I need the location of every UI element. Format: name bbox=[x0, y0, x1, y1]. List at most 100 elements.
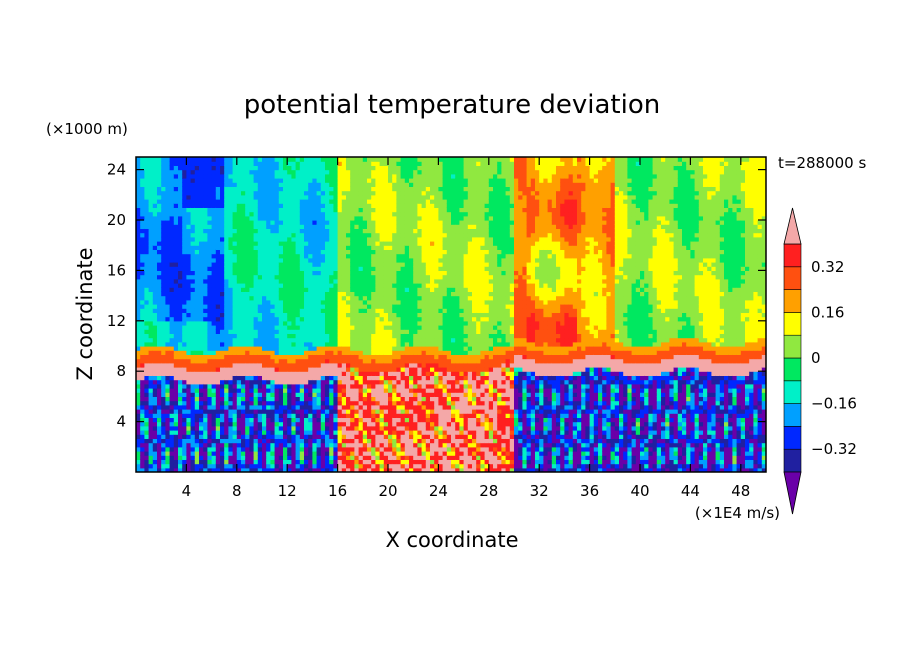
heatmap-cell bbox=[270, 257, 276, 263]
heatmap-cell bbox=[295, 161, 301, 166]
heatmap-cell bbox=[140, 379, 145, 385]
heatmap-cell bbox=[409, 400, 414, 406]
heatmap-cell bbox=[249, 430, 255, 435]
heatmap-cell bbox=[165, 383, 171, 389]
heatmap-cell bbox=[253, 232, 259, 238]
heatmap-cell bbox=[299, 413, 305, 418]
heatmap-cell bbox=[392, 203, 397, 208]
heatmap-cell bbox=[388, 388, 393, 393]
heatmap-cell bbox=[383, 379, 389, 385]
heatmap-cell bbox=[220, 253, 225, 259]
heatmap-cell bbox=[228, 312, 234, 318]
heatmap-cell bbox=[299, 257, 305, 263]
heatmap-cell bbox=[232, 425, 238, 431]
heatmap-cell bbox=[346, 329, 351, 334]
heatmap-cell bbox=[152, 425, 158, 431]
heatmap-cell bbox=[404, 257, 410, 263]
heatmap-cell bbox=[266, 430, 271, 435]
heatmap-cell bbox=[236, 165, 242, 171]
heatmap-cell bbox=[169, 283, 175, 288]
heatmap-cell bbox=[266, 371, 271, 376]
heatmap-cell bbox=[190, 400, 196, 406]
heatmap-cell bbox=[388, 350, 393, 355]
heatmap-cell bbox=[178, 274, 183, 280]
heatmap-cell bbox=[287, 383, 292, 389]
heatmap-cell bbox=[169, 278, 175, 284]
heatmap-cell bbox=[396, 371, 402, 376]
heatmap-cell bbox=[371, 245, 376, 250]
heatmap-cell bbox=[257, 249, 263, 255]
heatmap-cell bbox=[228, 341, 234, 347]
heatmap-cell bbox=[228, 320, 234, 326]
heatmap-cell bbox=[404, 337, 410, 343]
heatmap-cell bbox=[358, 346, 364, 351]
heatmap-cell bbox=[278, 262, 284, 267]
heatmap-cell bbox=[388, 190, 393, 196]
heatmap-cell bbox=[409, 455, 414, 460]
heatmap-cell bbox=[270, 442, 276, 448]
heatmap-cell bbox=[152, 274, 158, 280]
heatmap-cell bbox=[409, 467, 414, 472]
heatmap-cell bbox=[329, 215, 334, 221]
heatmap-cell bbox=[157, 270, 162, 276]
heatmap-cell bbox=[320, 425, 326, 431]
heatmap-cell bbox=[400, 283, 406, 288]
heatmap-cell bbox=[367, 467, 372, 472]
heatmap-cell bbox=[358, 295, 364, 301]
heatmap-cell bbox=[144, 232, 150, 238]
heatmap-cell bbox=[278, 455, 284, 460]
heatmap-cell bbox=[375, 404, 381, 410]
heatmap-cell bbox=[295, 316, 301, 322]
heatmap-cell bbox=[295, 249, 301, 255]
heatmap-cell bbox=[337, 266, 343, 271]
heatmap-cell bbox=[362, 207, 368, 213]
heatmap-cell bbox=[367, 287, 372, 292]
heatmap-cell bbox=[169, 354, 175, 360]
heatmap-cell bbox=[144, 211, 150, 217]
heatmap-cell bbox=[144, 325, 150, 330]
heatmap-cell bbox=[236, 350, 242, 355]
heatmap-cell bbox=[148, 325, 154, 330]
heatmap-cell bbox=[257, 417, 263, 423]
heatmap-cell bbox=[388, 236, 393, 242]
heatmap-cell bbox=[173, 375, 179, 381]
heatmap-cell bbox=[404, 404, 410, 410]
heatmap-cell bbox=[232, 375, 238, 381]
heatmap-cell bbox=[232, 291, 238, 297]
heatmap-cell bbox=[169, 392, 175, 397]
heatmap-cell bbox=[299, 371, 305, 376]
heatmap-cell bbox=[262, 371, 267, 376]
heatmap-cell bbox=[304, 274, 309, 280]
heatmap-cell bbox=[278, 400, 284, 406]
heatmap-cell bbox=[371, 446, 376, 452]
heatmap-cell bbox=[207, 383, 213, 389]
heatmap-cell bbox=[253, 354, 259, 360]
heatmap-cell bbox=[362, 203, 368, 208]
heatmap-cell bbox=[371, 404, 376, 410]
heatmap-cell bbox=[152, 442, 158, 448]
heatmap-cell bbox=[400, 375, 406, 381]
heatmap-cell bbox=[304, 442, 309, 448]
heatmap-cell bbox=[392, 375, 397, 381]
heatmap-cell bbox=[211, 354, 217, 360]
heatmap-cell bbox=[136, 329, 141, 334]
heatmap-cell bbox=[245, 207, 250, 213]
heatmap-cell bbox=[178, 341, 183, 347]
heatmap-cell bbox=[161, 375, 166, 381]
heatmap-cell bbox=[140, 383, 145, 389]
heatmap-cell bbox=[371, 236, 376, 242]
heatmap-cell bbox=[262, 173, 267, 179]
heatmap-cell bbox=[257, 169, 263, 175]
heatmap-cell bbox=[379, 165, 385, 171]
heatmap-cell bbox=[375, 354, 381, 360]
heatmap-cell bbox=[266, 358, 271, 364]
heatmap-cell bbox=[358, 266, 364, 271]
heatmap-cell bbox=[400, 215, 406, 221]
heatmap-cell bbox=[358, 270, 364, 276]
heatmap-cell bbox=[304, 434, 309, 439]
heatmap-cell bbox=[341, 304, 347, 309]
heatmap-cell bbox=[178, 287, 183, 292]
heatmap-cell bbox=[245, 358, 250, 364]
heatmap-cell bbox=[316, 392, 322, 397]
heatmap-cell bbox=[283, 459, 288, 465]
